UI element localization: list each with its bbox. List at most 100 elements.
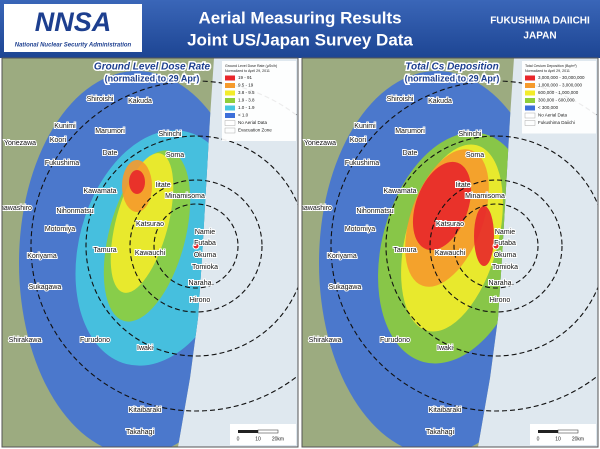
range-ring: [85, 135, 298, 357]
range-ring: [453, 203, 539, 289]
site: FUKUSHIMA DAIICHI: [490, 16, 590, 27]
town-label: Naraha: [489, 280, 512, 287]
legend-label: Fukushima Daiichi: [538, 120, 575, 125]
title: Aerial Measuring Results: [198, 8, 401, 27]
town-label: Iwaki: [437, 345, 453, 352]
range-ring: [153, 203, 239, 289]
legend-label: 1,000,000 - 3,000,000: [538, 83, 583, 88]
map-panel: Shiroishi Kakuda Kunimi Koori Marumori Shinch…: [2, 58, 298, 447]
town-label: Hirono: [190, 297, 211, 304]
scale-label: 0: [237, 436, 240, 442]
town-label: Fukushima: [345, 160, 379, 167]
town-label: Yonezawa: [4, 140, 36, 147]
scale-label: 20km: [272, 436, 284, 442]
town-label: Tomioka: [492, 264, 518, 271]
town-label: Sukagawa: [29, 284, 62, 291]
contamination-zone: [129, 170, 145, 194]
scale-label: 20km: [572, 436, 584, 442]
legend-label: 9.5 - 19: [238, 83, 254, 88]
legend-label: < 300,000: [538, 105, 559, 110]
town-label: Takahagi: [426, 429, 454, 436]
range-ring: [429, 179, 563, 313]
legend-swatch: [224, 120, 236, 126]
town-label: Iitate: [155, 182, 170, 189]
legend-label: 600,000 - 1,000,000: [538, 90, 579, 95]
legend-label: 19 - 91: [238, 75, 253, 80]
panel-frame: [1, 57, 299, 448]
scale-bar: [257, 429, 279, 434]
title: Joint US/Japan Survey Data: [187, 30, 413, 49]
legend-swatch: [225, 90, 235, 96]
agency: National Nuclear Security Administration: [15, 43, 132, 49]
legend-label: Evacuation Zone: [238, 128, 272, 133]
town-label: Shiroishi: [387, 96, 414, 103]
contamination-zone: [110, 153, 174, 293]
legend-label: 3.8 - 9.5: [238, 90, 255, 95]
town-label: Fukushima: [45, 160, 79, 167]
map-panel: Shiroishi Kakuda Kunimi Koori Marumori Shinch…: [302, 58, 598, 447]
contamination-zone: [412, 161, 472, 251]
legend-label: 1.0 - 1.9: [238, 105, 255, 110]
legend-swatch: [225, 83, 235, 88]
town-label: Shinchi: [159, 131, 182, 138]
legend-label: 3,000,000 - 30,000,000: [538, 75, 585, 80]
town-label: Motomiya: [45, 226, 75, 233]
legend-swatch: [225, 98, 235, 103]
town-label: Okuma: [494, 252, 517, 259]
legend-label: No Aerial Data: [538, 113, 568, 118]
town-label: Kitaibaraki: [429, 407, 462, 414]
town-label: Kawamata: [83, 188, 116, 195]
town-label: Iwaki: [137, 345, 153, 352]
town-label: Date: [403, 150, 418, 157]
range-ring: [330, 80, 598, 412]
panel-frame: [301, 57, 599, 448]
range-ring: [30, 80, 298, 412]
town-label: Kakuda: [128, 98, 152, 105]
town-label: Katsurao: [436, 221, 464, 228]
town-label: Koriyama: [27, 253, 57, 260]
town-label: Sukagawa: [329, 284, 362, 291]
legend-label: 300,000 - 600,000: [538, 98, 575, 103]
panel-subtitle: (normalized to 29 Apr): [405, 73, 500, 83]
legend-swatch: [225, 75, 235, 81]
town-label: Minamisoma: [165, 193, 205, 200]
town-label: Kitaibaraki: [129, 407, 162, 414]
town-label: Futaba: [194, 240, 216, 247]
town-label: Marumori: [395, 128, 425, 135]
town-label: Hirono: [490, 297, 511, 304]
town-label: Soma: [466, 152, 484, 159]
legend-title: Total Cesium Deposition (Bq/m²): [525, 64, 577, 68]
town-label: Koori: [350, 137, 367, 144]
town-label: Takahagi: [126, 429, 154, 436]
town-label: Minamisoma: [465, 193, 505, 200]
panel-subtitle: (normalized to 29 Apr): [105, 73, 200, 83]
contamination-zone: [474, 206, 494, 266]
town-label: Kawauchi: [135, 250, 166, 257]
scale-bar: [557, 429, 579, 434]
legend-note: Normalized to April 29, 2011: [525, 69, 570, 73]
town-label: Shinchi: [459, 131, 482, 138]
town-label: Date: [103, 150, 118, 157]
town-label: Tamura: [393, 247, 416, 254]
panel-title: Total Cs Deposition: [405, 62, 499, 73]
legend-swatch: [525, 83, 535, 88]
legend-swatch: [225, 105, 235, 111]
town-label: Futaba: [494, 240, 516, 247]
town-label: Okuma: [194, 252, 217, 259]
town-label: Tomioka: [192, 264, 218, 271]
town-label: Koori: [50, 137, 67, 144]
town-label: Motomiya: [345, 226, 375, 233]
panel-title: Ground Level Dose Rate: [94, 62, 211, 73]
scale-label: 0: [537, 436, 540, 442]
legend-box: [522, 61, 596, 134]
town-label: Nihonmatsu: [356, 208, 393, 215]
scale-label: 10: [555, 436, 561, 442]
site: JAPAN: [523, 31, 556, 42]
legend-swatch: [524, 120, 536, 126]
town-label: Furudono: [380, 337, 410, 344]
range-ring: [129, 179, 263, 313]
town-label: Nihonmatsu: [56, 208, 93, 215]
town-label: Katsurao: [136, 221, 164, 228]
town-label: Naraha: [189, 280, 212, 287]
